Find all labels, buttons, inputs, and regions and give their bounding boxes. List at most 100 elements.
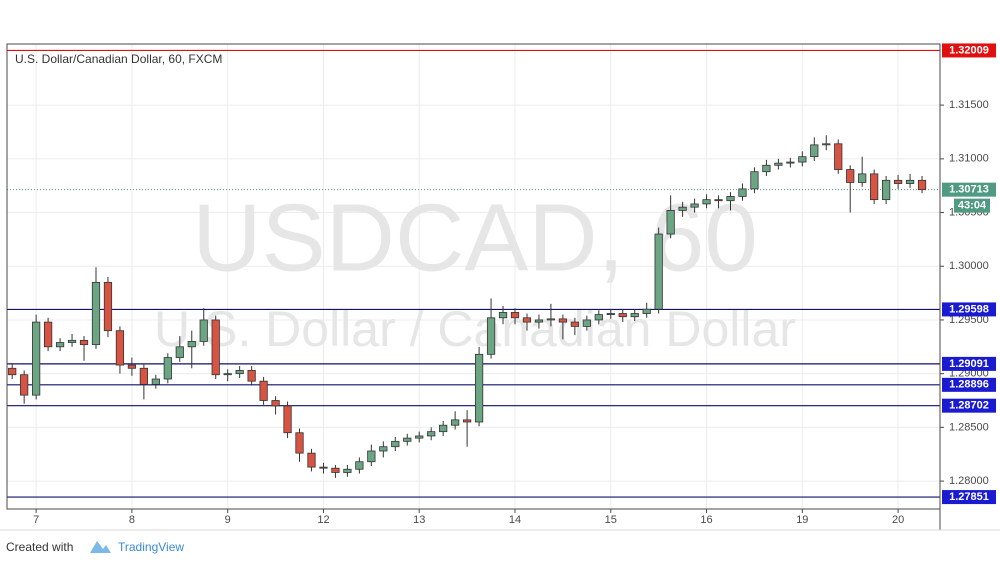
last-price-label: 1.30713	[949, 184, 989, 196]
candle-body	[331, 467, 340, 473]
candle-body	[127, 364, 137, 369]
candle-body	[822, 143, 831, 146]
candle-body	[427, 431, 436, 437]
candle-body	[738, 188, 747, 197]
candle-body	[295, 432, 304, 454]
footer-brand[interactable]: TradingView	[118, 540, 184, 554]
candle-body	[582, 319, 591, 327]
candle-body	[211, 319, 220, 376]
candle-body	[8, 367, 17, 376]
x-tick-label: 14	[509, 514, 521, 526]
level-label: 1.28896	[949, 379, 989, 391]
candle-body	[534, 319, 544, 323]
candle-body	[55, 342, 65, 348]
candle-body	[510, 312, 520, 319]
candle-body	[905, 179, 915, 184]
candle-body	[810, 144, 819, 158]
candle-body	[163, 357, 172, 380]
candle-body	[175, 346, 184, 358]
candle-body	[439, 424, 448, 433]
candle-body	[750, 171, 759, 190]
candle-body	[103, 281, 113, 332]
candle-body	[858, 173, 867, 183]
x-tick-label: 7	[33, 514, 39, 526]
candle-body	[870, 173, 879, 201]
candle-body	[91, 281, 101, 346]
axes: 1.280001.285001.290001.295001.300001.305…	[33, 43, 996, 526]
candle-body	[343, 468, 352, 473]
countdown-box	[954, 198, 990, 213]
candle-body	[151, 378, 160, 385]
candle-body	[774, 162, 783, 166]
candle-body	[43, 321, 53, 348]
watermark: USDCAD, 60	[192, 184, 758, 291]
candle-body	[522, 317, 532, 323]
footer-text: Created with	[6, 540, 73, 554]
level-label: 1.29598	[949, 303, 989, 315]
candle-body	[115, 330, 125, 366]
y-tick-label: 1.28000	[949, 475, 989, 487]
last-price-box	[942, 182, 996, 197]
x-tick-label: 19	[796, 514, 808, 526]
y-tick-label: 1.31500	[949, 99, 989, 111]
level-label: 1.27851	[949, 491, 989, 503]
candle-body	[67, 339, 77, 343]
candle-body	[654, 233, 663, 310]
candle-body	[498, 312, 508, 319]
candle-body	[678, 206, 687, 211]
x-tick-label: 15	[605, 514, 617, 526]
candle-body	[199, 319, 208, 342]
candle-body	[79, 339, 89, 346]
candles	[8, 135, 927, 478]
x-tick-label: 20	[892, 514, 904, 526]
candle-body	[893, 179, 903, 184]
candle-body	[139, 367, 148, 385]
x-tick-label: 9	[225, 514, 231, 526]
candle-body	[187, 341, 196, 348]
candle-body	[474, 353, 484, 423]
candle-body	[463, 419, 472, 423]
candle-body	[223, 373, 232, 376]
x-tick-label: 13	[413, 514, 425, 526]
candle-body	[917, 179, 927, 191]
candle-body	[762, 164, 771, 173]
candle-body	[630, 313, 639, 318]
candle-body	[594, 314, 603, 321]
candle-body	[451, 419, 460, 426]
candle-body	[32, 321, 41, 396]
candle-body	[798, 156, 807, 163]
candle-body	[642, 308, 651, 314]
candle-body	[882, 179, 891, 201]
candle-body	[247, 370, 256, 382]
candle-body	[690, 203, 699, 208]
level-label-box	[942, 490, 996, 505]
level-label: 1.32009	[949, 44, 989, 56]
candle-body	[403, 437, 412, 442]
y-tick-label: 1.30000	[949, 260, 989, 272]
level-label-box	[942, 377, 996, 392]
candle-body	[606, 313, 615, 315]
candle-body	[834, 143, 843, 170]
levels	[7, 49, 940, 498]
level-label-box	[942, 43, 996, 58]
candle-body	[846, 169, 855, 183]
candle-body	[702, 199, 711, 205]
watermark-subtitle: U.S. Dollar / Canadian Dollar	[154, 301, 796, 357]
level-label: 1.28702	[949, 400, 989, 412]
tradingview-logo	[90, 541, 111, 553]
chart-title: U.S. Dollar/Canadian Dollar, 60, FXCM	[15, 52, 222, 66]
level-label-box	[942, 302, 996, 317]
candle-body	[355, 461, 364, 470]
y-tick-label: 1.28500	[949, 421, 989, 433]
level-label-box	[942, 398, 996, 413]
candle-body	[235, 370, 244, 375]
candle-body	[558, 318, 568, 323]
x-tick-label: 8	[129, 514, 135, 526]
candle-body	[391, 440, 400, 448]
grid	[7, 44, 940, 509]
candle-body	[546, 318, 556, 321]
x-tick-label: 12	[317, 514, 329, 526]
candle-body	[726, 196, 735, 202]
candle-body	[319, 466, 328, 469]
